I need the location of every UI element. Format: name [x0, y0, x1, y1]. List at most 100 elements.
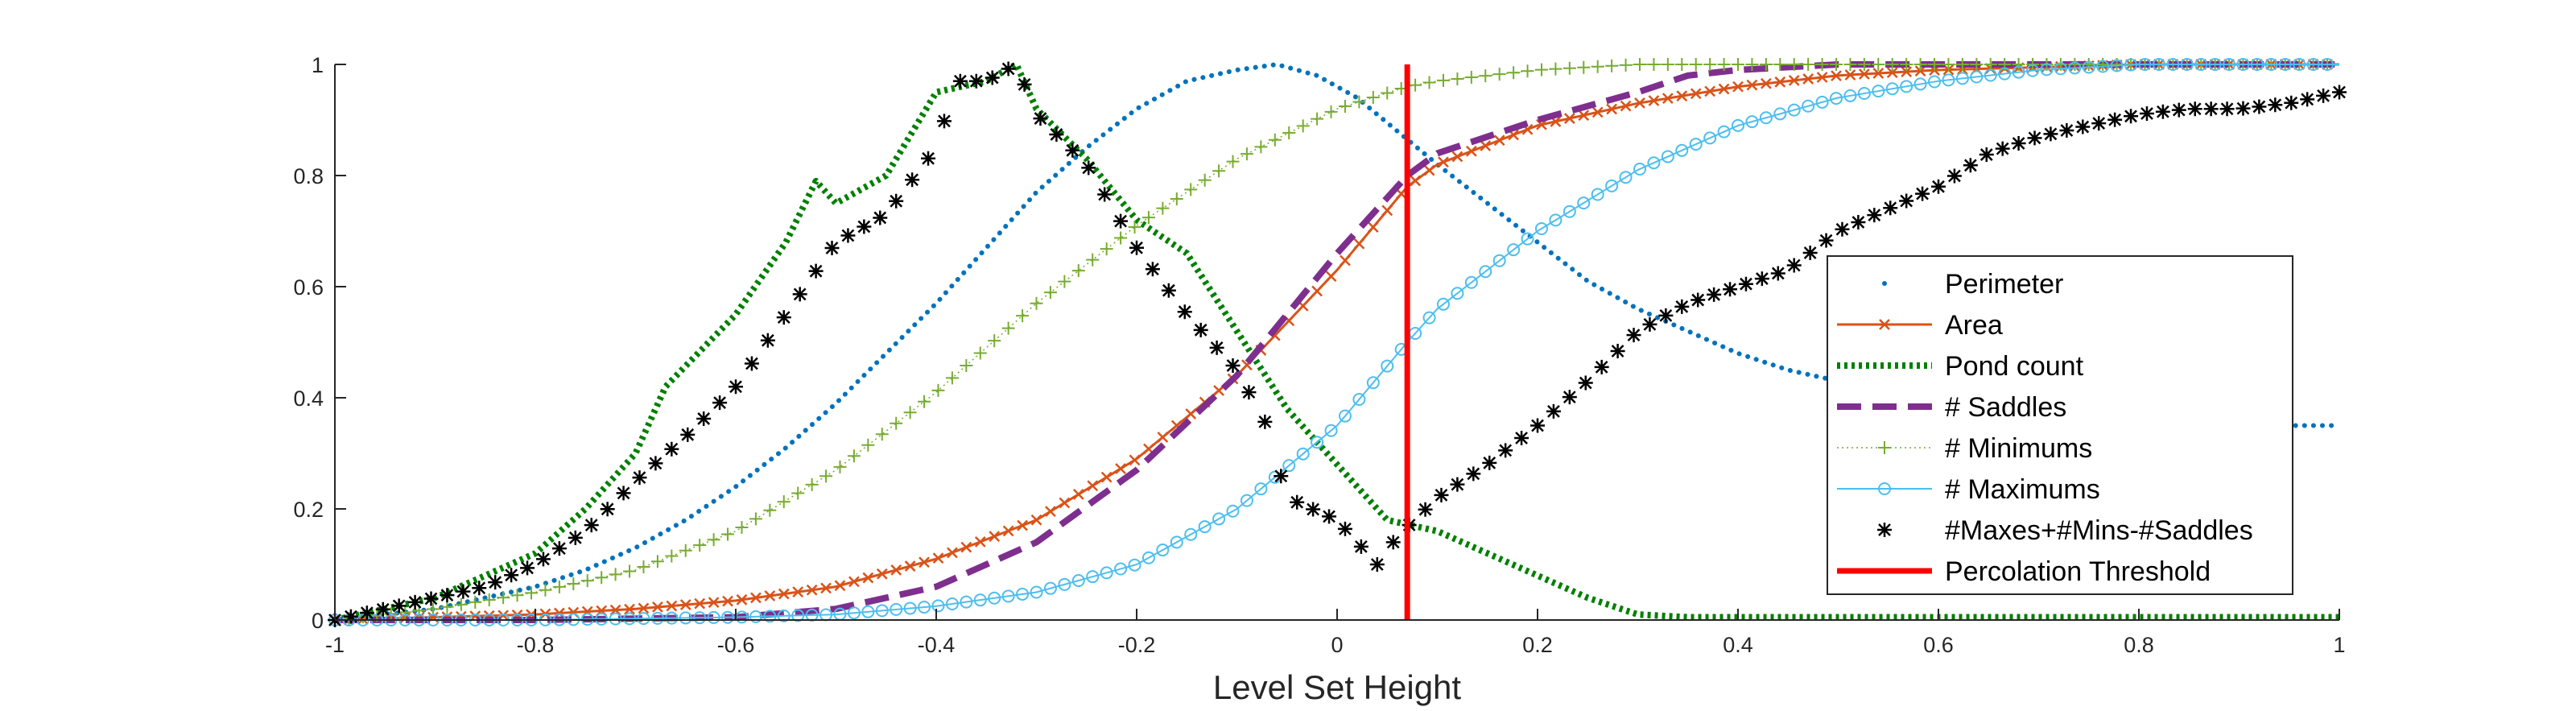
- data-point: [1100, 471, 1113, 483]
- data-point: [1787, 103, 1801, 117]
- data-point: [2075, 119, 2091, 134]
- data-point: [1802, 246, 1818, 261]
- data-point: [1043, 581, 1057, 595]
- data-point: [988, 334, 1001, 348]
- data-point: [2332, 85, 2347, 100]
- data-point: [1915, 186, 1930, 201]
- data-point: [1760, 77, 1772, 89]
- data-point: [1311, 285, 1323, 297]
- data-point: [1844, 69, 1856, 81]
- data-point: [1464, 275, 1478, 289]
- data-point: [567, 577, 580, 591]
- data-point: [510, 589, 524, 602]
- x-tick-label: -0.8: [517, 633, 555, 657]
- data-point: [595, 571, 609, 585]
- data-point: [1465, 145, 1477, 157]
- data-point: [1546, 403, 1561, 419]
- data-point: [919, 556, 930, 568]
- data-point: [1563, 205, 1576, 218]
- data-point: [876, 568, 888, 580]
- data-point: [1970, 70, 1984, 84]
- data-point: [1770, 266, 1785, 281]
- data-point: [1633, 162, 1646, 176]
- data-point: [1605, 59, 1619, 72]
- data-point: [1689, 138, 1703, 151]
- data-point: [1661, 150, 1674, 163]
- data-point: [1662, 93, 1674, 104]
- data-point: [749, 512, 762, 526]
- data-point: [707, 610, 720, 624]
- data-point: [1591, 188, 1604, 201]
- data-point: [2268, 97, 2283, 113]
- data-point: [1831, 70, 1842, 81]
- data-point: [1381, 359, 1394, 373]
- data-point: [1738, 276, 1753, 291]
- data-point: [889, 193, 904, 209]
- data-point: [482, 593, 496, 607]
- data-point: [427, 602, 440, 616]
- data-point: [1675, 143, 1689, 157]
- data-point: [600, 502, 615, 517]
- data-point: [1843, 89, 1857, 102]
- x-tick-label: 0.2: [1522, 633, 1553, 657]
- data-point: [729, 379, 743, 395]
- data-point: [1745, 58, 1759, 71]
- legend-entry: # Maximums: [1837, 474, 2100, 505]
- data-point: [1872, 58, 1885, 71]
- data-point: [2011, 135, 2026, 151]
- data-point: [1773, 58, 1787, 71]
- data-point: [1913, 58, 1927, 71]
- data-point: [945, 597, 959, 610]
- data-point: [1530, 418, 1545, 433]
- data-point: [1928, 58, 1942, 71]
- data-point: [1086, 570, 1100, 584]
- data-point: [960, 595, 973, 609]
- data-point: [1707, 287, 1722, 302]
- data-point: [2082, 60, 2095, 74]
- data-point: [1016, 309, 1030, 323]
- data-point: [1325, 271, 1337, 283]
- data-point: [1198, 520, 1212, 534]
- data-point: [1381, 205, 1393, 217]
- data-point: [1521, 64, 1534, 78]
- y-tick-label: 0.2: [293, 498, 324, 522]
- x-axis-title: Level Set Height: [1213, 668, 1462, 706]
- data-point: [960, 358, 973, 372]
- data-point: [722, 595, 733, 607]
- data-point: [2026, 64, 2040, 77]
- legend-entry: # Minimums: [1837, 433, 2092, 464]
- data-point: [1466, 466, 1481, 482]
- data-point: [1100, 566, 1113, 580]
- data-point: [1732, 118, 1744, 132]
- data-point: [694, 597, 706, 610]
- data-point: [1129, 240, 1144, 255]
- data-point: [777, 609, 791, 622]
- data-point: [1802, 99, 1815, 113]
- data-point: [1931, 179, 1946, 194]
- data-point: [1450, 477, 1465, 492]
- data-point: [1353, 539, 1368, 554]
- data-point: [504, 568, 519, 583]
- data-point: [857, 219, 872, 234]
- data-point: [936, 114, 952, 129]
- data-point: [1851, 214, 1866, 229]
- data-point: [921, 151, 936, 166]
- data-point: [1578, 110, 1590, 122]
- data-point: [2306, 58, 2320, 71]
- data-point: [2236, 58, 2250, 71]
- data-point: [1072, 489, 1084, 500]
- data-point: [488, 575, 503, 590]
- data-point: [1914, 65, 1926, 77]
- data-point: [1830, 58, 1843, 71]
- data-point: [847, 606, 861, 620]
- series-maxes-mins-saddles: [328, 61, 2347, 627]
- data-point: [440, 600, 454, 614]
- data-point: [1434, 487, 1449, 502]
- data-point: [834, 580, 846, 592]
- data-point: [1619, 58, 1633, 72]
- data-point: [552, 580, 566, 593]
- data-point: [1306, 502, 1321, 517]
- data-point: [2284, 95, 2299, 110]
- data-point: [2278, 58, 2292, 71]
- data-point: [721, 527, 735, 541]
